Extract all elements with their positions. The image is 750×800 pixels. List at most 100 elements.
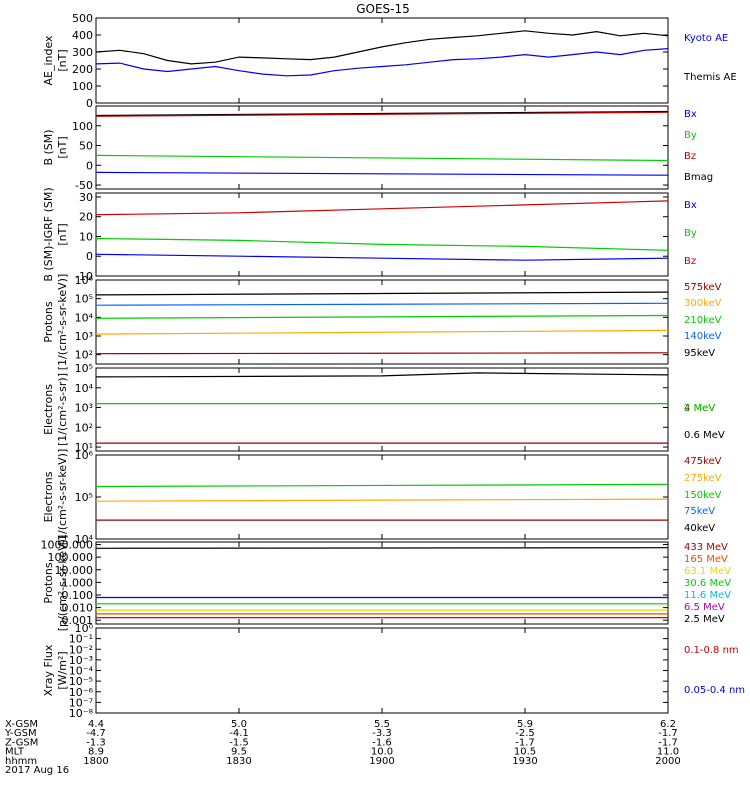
xaxis-row-value: -4.7 [86,728,106,739]
protons-yunit: [1/(cm²-s-sr-keV)] [56,274,69,371]
ae-ytick-label: 200 [72,63,93,76]
ae-ytick-label: 300 [72,46,93,59]
ae-ytick-label: 500 [72,12,93,25]
protons_mev-legend-item: 11.6 MeV [684,590,731,601]
xray-ytick-label: 10⁰ [75,622,94,635]
bigrf-ytick-label: 10 [79,230,93,243]
electrons_mev-series-0-6-mev [95,372,669,378]
electrons_mev-ytick-label: 10² [75,421,93,434]
xaxis-date: 2017 Aug 16 [5,765,69,776]
protons_mev-legend-item: 2.5 MeV [684,614,725,625]
electrons_mev-ytick-label: 10⁵ [75,362,93,375]
protons-ytick-label: 10³ [75,330,93,343]
bsm-ytick-label: 0 [86,159,93,172]
electrons_kev-series-150kev [95,483,669,488]
bigrf-ytick-label: -10 [75,270,93,283]
xray-ytick-label: 10⁻³ [69,654,93,667]
protons-ylabel: Protons [42,301,55,342]
xaxis-row-value: 10.5 [514,747,536,758]
xaxis-row-value: -1.6 [372,737,392,748]
xray-legend-item: 0.1-0.8 nm [684,645,739,656]
ae-ytick-label: 100 [72,80,93,93]
bsm-ytick-label: 100 [72,120,93,133]
xaxis-row-value: 5.0 [231,719,247,730]
bsm-series-by [95,154,669,162]
xaxis-row-value: 10.0 [371,747,393,758]
xaxis-row-value: -1.3 [86,737,106,748]
protons-ytick-label: 10⁶ [75,274,94,287]
electrons_kev-panel-frame [95,454,669,540]
xray-ytick-label: 10⁻¹ [69,633,93,646]
xaxis-row-label: Y-GSM [4,728,37,739]
protons_mev-legend-item: 63.1 MeV [684,566,731,577]
electrons_kev-ytick-label: 10⁶ [75,449,94,462]
xaxis-row-value: -4.1 [229,728,249,739]
xaxis-row-value: 4.4 [88,719,104,730]
electrons_mev-panel-frame [95,367,669,452]
ae-legend-item: Kyoto AE [684,33,728,44]
bsm-panel-frame [95,105,669,190]
bigrf-series-by [95,237,669,251]
protons-ytick-label: 10⁴ [75,311,94,324]
xaxis-row-value: 1800 [83,756,108,767]
xaxis-row-value: -2.5 [515,728,535,739]
xaxis-row-value: 5.5 [374,719,390,730]
ae-ytick-label: 400 [72,29,93,42]
xray-ytick-label: 10⁻⁷ [69,696,93,709]
bigrf-panel-frame [95,192,669,277]
xaxis-row-value: 2000 [655,756,680,767]
bigrf-ylabel: B (SM)-IGRF (SM) [42,187,55,281]
protons-legend-item: 95keV [684,348,715,359]
bigrf-yunit: [nT] [56,223,69,245]
protons-series-210kev [95,314,669,319]
bigrf-legend-item: Bz [684,256,696,267]
xaxis-row-label: hhmm [5,756,37,767]
electrons_kev-ytick-label: 10⁵ [75,491,93,504]
protons_mev-panel-frame [95,541,669,625]
xaxis-row-value: -1.5 [229,737,249,748]
xaxis-row-value: 1830 [226,756,251,767]
xaxis-row-value: -1.7 [658,728,678,739]
ae-panel-frame [95,17,669,104]
bsm-legend-item: Bmag [684,172,713,183]
electrons_kev-series-275kev [95,498,669,502]
electrons_kev-legend-item: 275keV [684,473,722,484]
bigrf-ytick-label: 30 [79,191,93,204]
bsm-legend-item: Bx [684,109,697,120]
protons_mev-ytick-label: 0.001 [62,614,94,627]
xray-yunit: [W/m²] [56,651,69,689]
electrons_kev-ytick-label: 10⁴ [75,533,94,546]
protons-series-300kev [95,329,669,335]
electrons_mev-yunit: [1/(cm²-s-sr)] [56,373,69,446]
bsm-ytick-label: 50 [79,140,93,153]
protons_mev-yunit: [p/(cm²-s-sr-keV)] [56,535,69,632]
bigrf-legend-item: By [684,228,697,239]
ae-yunit: [nT] [56,49,69,71]
electrons_mev-legend-item: 4 MeV [684,403,715,414]
protons-series-575kev [95,352,669,355]
protons_mev-ytick-label: 1000.000 [41,539,94,552]
protons_mev-legend-item: 165 MeV [684,554,728,565]
ae-ylabel: AE_index [42,35,55,86]
protons-legend-item: 140keV [684,331,722,342]
xray-ytick-label: 10⁻⁵ [69,675,93,688]
bsm-legend-item: By [684,130,697,141]
xaxis-row-value: 9.5 [231,747,247,758]
protons_mev-ylabel: Protons [42,562,55,603]
xaxis-row-label: MLT [5,747,25,758]
ae-series-kyoto-ae [95,30,669,65]
protons-series-95kev [95,291,669,296]
bigrf-series-bz [95,200,669,216]
protons-ytick-label: 10² [75,349,93,362]
xray-ytick-label: 10⁻² [69,643,93,656]
protons_mev-ytick-label: 10.000 [55,564,94,577]
xray-ytick-label: 10⁻⁶ [69,686,94,699]
electrons_mev-legend-item: 0.6 MeV [684,430,725,441]
electrons_mev-ytick-label: 10⁴ [75,382,94,395]
xray-ytick-label: 10⁻⁸ [69,707,94,720]
protons_mev-ytick-label: 1.000 [62,576,94,589]
protons_mev-legend-item: 433 MeV [684,542,728,553]
xray-ylabel: Xray Flux [42,644,55,696]
electrons_mev-ytick-label: 10³ [75,402,93,415]
xaxis-row-value: 1930 [512,756,537,767]
